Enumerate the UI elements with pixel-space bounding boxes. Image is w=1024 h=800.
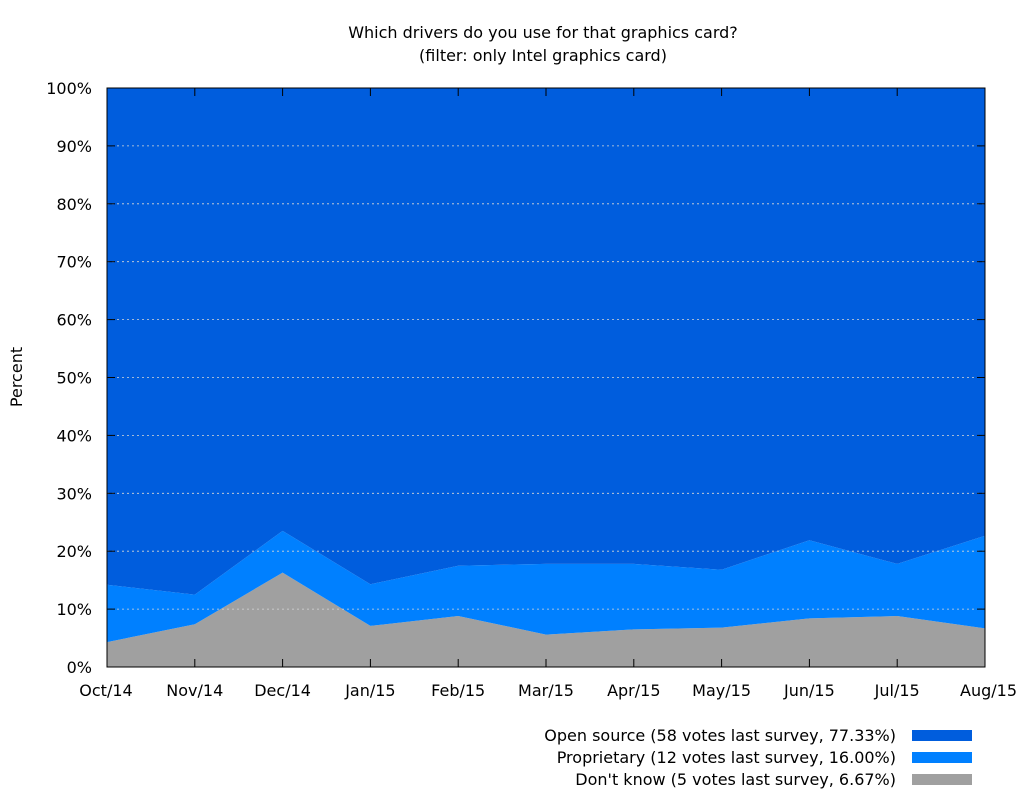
- y-tick-label: 10%: [56, 600, 92, 619]
- legend-item-proprietary: Proprietary (12 votes last survey, 16.00…: [544, 746, 972, 768]
- legend-item-open-source: Open source (58 votes last survey, 77.33…: [544, 724, 972, 746]
- x-tick-label: Apr/15: [607, 681, 660, 700]
- legend: Open source (58 votes last survey, 77.33…: [544, 724, 972, 790]
- y-tick-label: 0%: [67, 658, 92, 677]
- x-tick-label: May/15: [692, 681, 751, 700]
- x-tick-label: Jan/15: [344, 681, 395, 700]
- legend-swatch: [912, 729, 972, 741]
- x-tick-label: Jun/15: [783, 681, 835, 700]
- y-tick-label: 70%: [56, 253, 92, 272]
- y-tick-label: 60%: [56, 311, 92, 330]
- area-series-0: [107, 572, 985, 667]
- y-tick-label: 90%: [56, 137, 92, 156]
- x-tick-label: Feb/15: [431, 681, 485, 700]
- legend-label: Open source (58 votes last survey, 77.33…: [544, 725, 896, 745]
- x-tick-label: Dec/14: [254, 681, 311, 700]
- legend-swatch: [912, 751, 972, 763]
- y-tick-label: 80%: [56, 195, 92, 214]
- chart-title: Which drivers do you use for that graphi…: [348, 23, 738, 42]
- x-tick-label: Oct/14: [79, 681, 132, 700]
- x-tick-label: Mar/15: [518, 681, 574, 700]
- x-tick-label: Nov/14: [166, 681, 223, 700]
- y-tick-label: 50%: [56, 369, 92, 388]
- x-tick-label: Aug/15: [960, 681, 1017, 700]
- y-tick-label: 40%: [56, 426, 92, 445]
- legend-label: Don't know (5 votes last survey, 6.67%): [575, 769, 896, 789]
- legend-swatch: [912, 773, 972, 785]
- x-tick-label: Jul/15: [874, 681, 920, 700]
- y-tick-label: 20%: [56, 542, 92, 561]
- y-axis-label: Percent: [7, 347, 26, 407]
- y-tick-label: 100%: [46, 79, 92, 98]
- y-tick-label: 30%: [56, 484, 92, 503]
- chart-subtitle: (filter: only Intel graphics card): [419, 46, 667, 65]
- area-series-1: [107, 530, 985, 643]
- legend-label: Proprietary (12 votes last survey, 16.00…: [556, 747, 896, 767]
- legend-item-dont-know: Don't know (5 votes last survey, 6.67%): [544, 768, 972, 790]
- area-series-2: [107, 88, 985, 595]
